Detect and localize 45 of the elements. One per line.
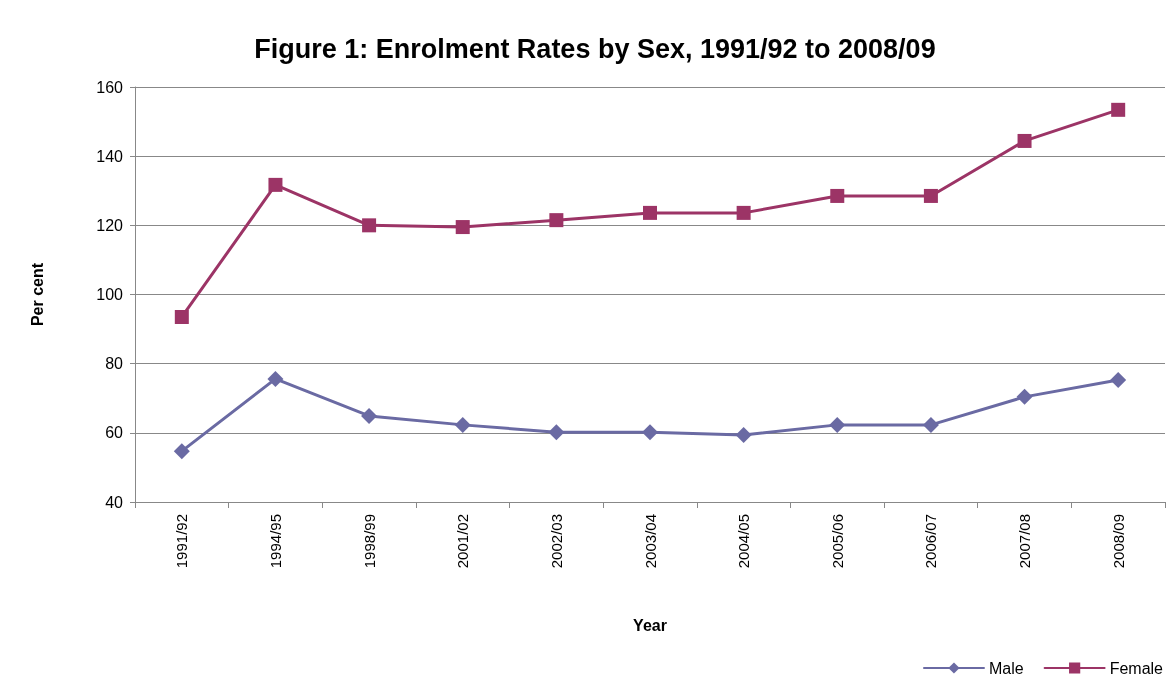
x-tick-label: 2004/05 (735, 514, 753, 569)
point (922, 416, 939, 433)
chart-title: Figure 1: Enrolment Rates by Sex, 1991/92 to 2008/09 (254, 33, 936, 64)
point (174, 309, 189, 324)
y-axis-title: Per cent (28, 262, 46, 327)
x-tick-label: 1998/99 (360, 514, 378, 569)
y-tick-label: 120 (96, 216, 124, 234)
legend-label: Female (1109, 659, 1164, 677)
x-tick-label: 2002/03 (547, 514, 565, 569)
point (643, 205, 657, 220)
y-tick-label: 160 (96, 78, 124, 96)
point (830, 188, 845, 203)
x-tick-label: 1994/95 (266, 514, 284, 569)
point (642, 424, 658, 441)
point (736, 205, 751, 220)
point (829, 416, 846, 433)
point (735, 426, 752, 443)
y-tick-label: 60 (105, 424, 124, 442)
x-tick-label: 2001/02 (454, 514, 472, 569)
y-tick-label: 40 (105, 493, 124, 511)
x-tick-label: 2005/06 (828, 514, 846, 569)
point (268, 177, 283, 192)
point (1110, 371, 1127, 388)
x-axis-title: Year (633, 616, 667, 634)
point (548, 424, 565, 441)
legend-label: Male (988, 659, 1024, 677)
point (1016, 388, 1033, 405)
y-tick-label: 80 (105, 355, 124, 373)
point (454, 416, 471, 433)
point (362, 218, 377, 233)
point (549, 213, 564, 228)
point (1017, 133, 1032, 148)
point (267, 370, 284, 387)
x-tick-label: 2008/09 (1109, 514, 1127, 569)
x-tick-label: 2006/07 (922, 514, 940, 569)
point (923, 188, 938, 203)
y-tick-label: 140 (96, 147, 124, 165)
x-tick-label: 2007/08 (1016, 514, 1034, 569)
x-tick-label: 1991/92 (173, 514, 191, 569)
x-tick-label: 2003/04 (641, 514, 659, 569)
y-tick-label: 100 (96, 286, 124, 303)
point (361, 407, 378, 424)
point (173, 443, 190, 460)
point (455, 220, 470, 235)
point (1111, 102, 1126, 117)
